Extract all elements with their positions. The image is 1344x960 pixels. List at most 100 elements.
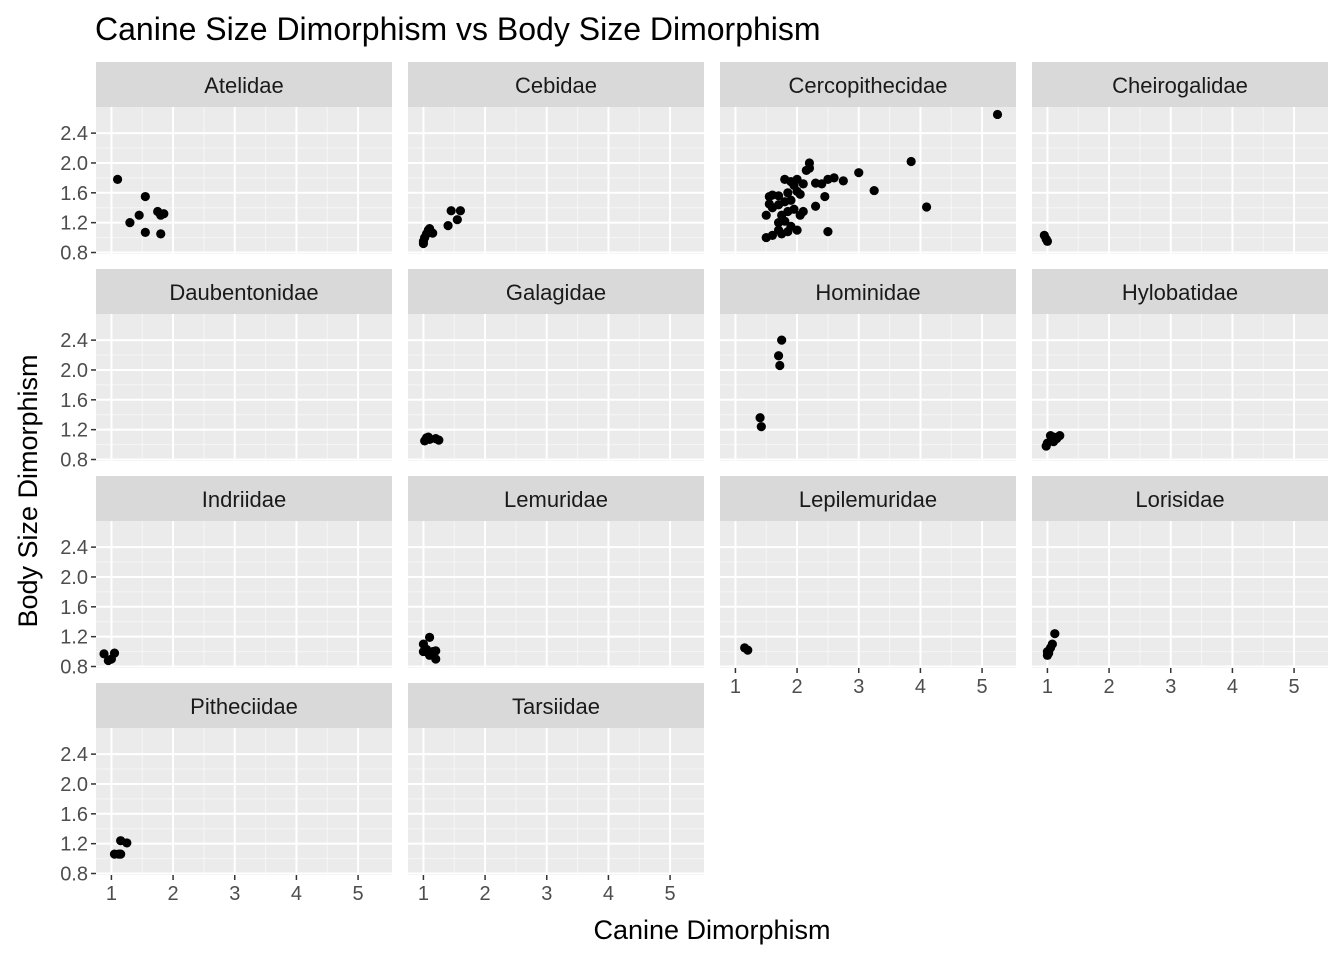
data-point	[455, 206, 466, 216]
x-tick-label: 2	[792, 676, 803, 698]
x-tick-label: 4	[1227, 676, 1238, 698]
facet-panel	[408, 107, 704, 254]
data-point	[820, 191, 830, 202]
data-point	[823, 227, 833, 237]
facet-lepilemuridae: Lepilemuridae 1 2 3 4 5	[720, 476, 1016, 698]
facet-panel	[1032, 314, 1328, 461]
y-tick-label: 2.4	[60, 537, 88, 559]
data-point	[140, 227, 150, 237]
data-point	[1050, 629, 1060, 639]
data-point	[434, 435, 444, 445]
facet-strip-label: Pitheciidae	[190, 694, 298, 719]
facet-strip-label: Cercopithecidae	[789, 73, 948, 98]
x-tick-label: 4	[291, 883, 302, 905]
facet-strip-label: Indriidae	[202, 487, 286, 512]
data-point	[789, 204, 799, 214]
facet-strip-label: Hominidae	[815, 280, 920, 305]
facet-atelidae: Atelidae 0.8 1.2 1.6 2.0 2.4	[60, 62, 392, 265]
data-point	[743, 645, 753, 655]
data-point	[755, 413, 765, 423]
facet-strip-label: Tarsiidae	[512, 694, 600, 719]
data-point	[792, 186, 802, 196]
facet-panel	[1032, 521, 1328, 668]
data-point	[1047, 639, 1057, 649]
facet-panel	[720, 521, 1016, 668]
x-tick-label: 4	[915, 676, 926, 698]
facet-strip	[408, 683, 704, 728]
data-point	[810, 201, 821, 211]
data-point	[134, 210, 144, 220]
facet-panel	[96, 521, 392, 668]
data-point	[801, 165, 811, 176]
facet-pitheciidae: Pitheciidae 0.8 1.2 1.6 2.0 2.4 1 2 3 4 5	[60, 683, 392, 905]
data-point	[1042, 236, 1053, 246]
x-tick-label: 2	[480, 883, 491, 905]
data-point	[783, 227, 793, 237]
facet-panel	[720, 314, 1016, 461]
y-tick-label: 1.6	[60, 597, 88, 619]
data-point	[122, 838, 132, 848]
x-tick-label: 5	[353, 883, 364, 905]
data-point	[906, 156, 916, 167]
data-point	[452, 215, 462, 225]
data-point	[854, 168, 864, 178]
y-tick-label: 1.6	[60, 390, 88, 412]
data-point	[159, 209, 169, 219]
facet-strip	[96, 476, 392, 521]
facet-grid: Atelidae 0.8 1.2 1.6 2.0 2.4 Cebidae Cercopithe…	[60, 62, 1328, 905]
x-tick-label: 3	[541, 883, 552, 905]
y-tick-label: 1.2	[60, 213, 88, 235]
data-point	[99, 649, 109, 659]
y-axis-title: Body Size Dimorphism	[13, 354, 43, 627]
facet-cebidae: Cebidae	[408, 62, 704, 254]
data-point	[446, 206, 456, 216]
data-point	[773, 351, 784, 361]
y-tick-label: 1.2	[60, 627, 88, 649]
facet-panel	[1032, 107, 1328, 254]
facet-strip	[720, 62, 1016, 107]
data-point	[764, 191, 774, 202]
x-axis-title: Canine Dimorphism	[593, 915, 830, 945]
y-tick-label: 1.2	[60, 834, 88, 856]
facet-strip	[1032, 476, 1328, 521]
x-tick-label: 3	[1165, 676, 1176, 698]
data-point	[780, 197, 790, 207]
data-point	[780, 174, 790, 184]
data-point	[761, 232, 771, 243]
facet-hominidae: Hominidae	[720, 269, 1016, 461]
y-tick-label: 2.4	[60, 330, 88, 352]
x-tick-label: 5	[977, 676, 988, 698]
x-tick-label: 5	[1289, 676, 1300, 698]
facet-hylobatidae: Hylobatidae	[1032, 269, 1328, 461]
data-point	[775, 360, 785, 371]
facet-strip-label: Lepilemuridae	[799, 487, 937, 512]
data-point	[798, 206, 808, 217]
y-tick-label: 2.0	[60, 153, 88, 175]
y-tick-label: 0.8	[60, 243, 88, 265]
x-tick-label: 5	[665, 883, 676, 905]
data-point	[424, 650, 435, 660]
y-tick-label: 1.2	[60, 420, 88, 442]
y-tick-label: 2.4	[60, 123, 88, 145]
facet-panel	[408, 521, 704, 668]
y-tick-label: 2.0	[60, 360, 88, 382]
facet-panel	[96, 314, 392, 461]
facet-daubentonidae: Daubentonidae 0.8 1.2 1.6 2.0 2.4	[60, 269, 392, 472]
facet-panel	[408, 314, 704, 461]
y-tick-label: 1.6	[60, 183, 88, 205]
data-point	[810, 178, 821, 188]
x-tick-label: 1	[106, 883, 117, 905]
facet-strip-label: Daubentonidae	[169, 280, 318, 305]
facet-strip-label: Lemuridae	[504, 487, 608, 512]
facet-strip	[96, 62, 392, 107]
facet-panel	[720, 107, 1016, 254]
facet-cercopithecidae: Cercopithecidae	[720, 62, 1016, 254]
y-tick-label: 0.8	[60, 657, 88, 679]
facet-panel	[96, 107, 392, 254]
chart-title: Canine Size Dimorphism vs Body Size Dimo…	[95, 11, 821, 47]
x-tick-label: 3	[853, 676, 864, 698]
facet-indriidae: Indriidae 0.8 1.2 1.6 2.0 2.4	[60, 476, 392, 679]
y-tick-label: 0.8	[60, 864, 88, 886]
y-tick-label: 0.8	[60, 450, 88, 472]
